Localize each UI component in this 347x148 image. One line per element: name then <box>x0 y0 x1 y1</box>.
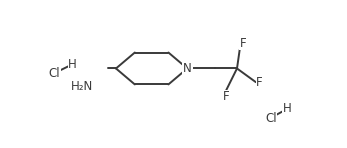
Text: N: N <box>183 62 192 75</box>
Text: Cl: Cl <box>265 112 277 125</box>
Text: H₂N: H₂N <box>71 80 93 93</box>
Text: F: F <box>223 90 230 103</box>
Text: Cl: Cl <box>49 67 60 80</box>
Text: F: F <box>256 76 262 89</box>
Text: H: H <box>68 58 77 71</box>
Text: F: F <box>240 37 246 50</box>
Text: H: H <box>282 102 291 115</box>
